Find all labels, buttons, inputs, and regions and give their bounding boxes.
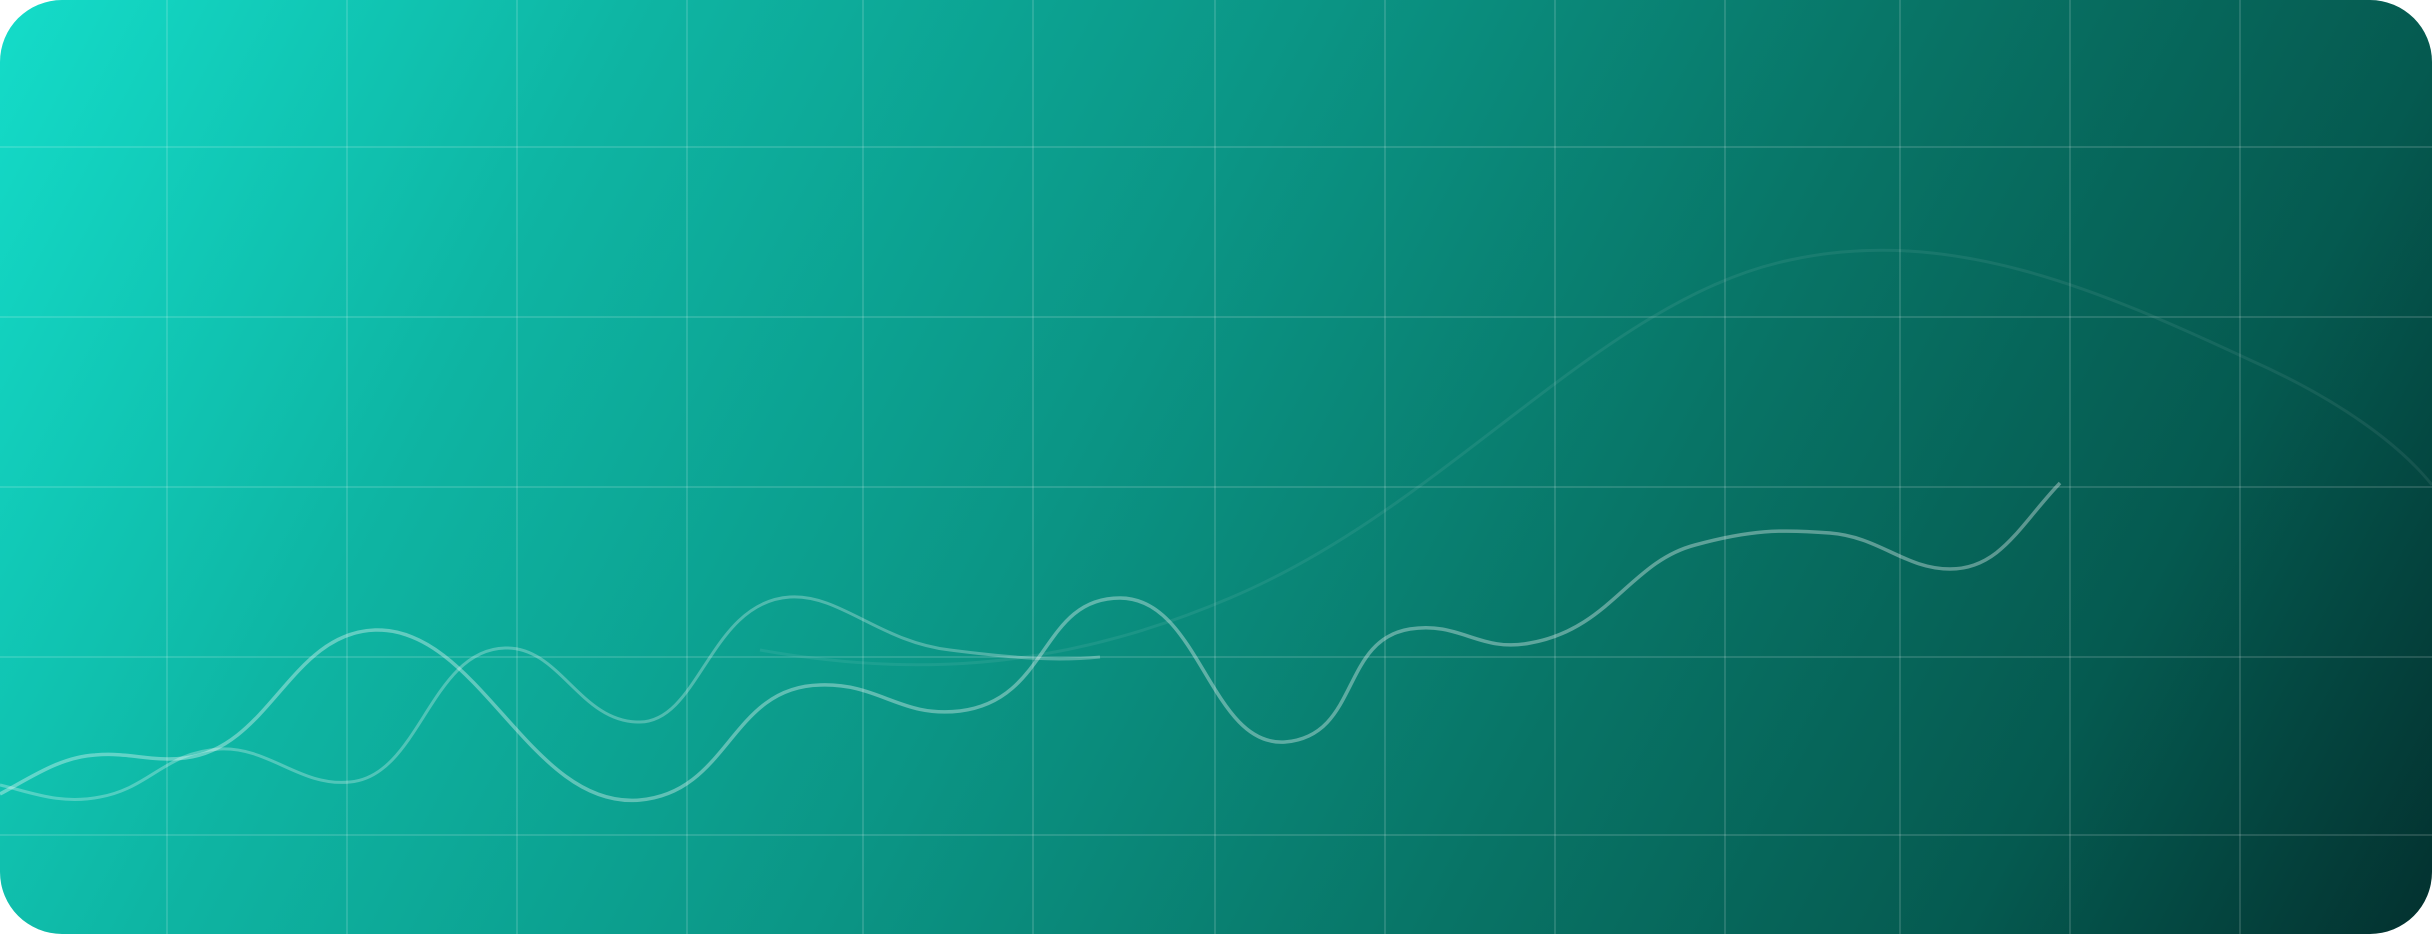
wave-line-front [0, 481, 2062, 802]
wave-line-back [0, 595, 1101, 801]
wave-line-large-arc [759, 248, 2432, 667]
